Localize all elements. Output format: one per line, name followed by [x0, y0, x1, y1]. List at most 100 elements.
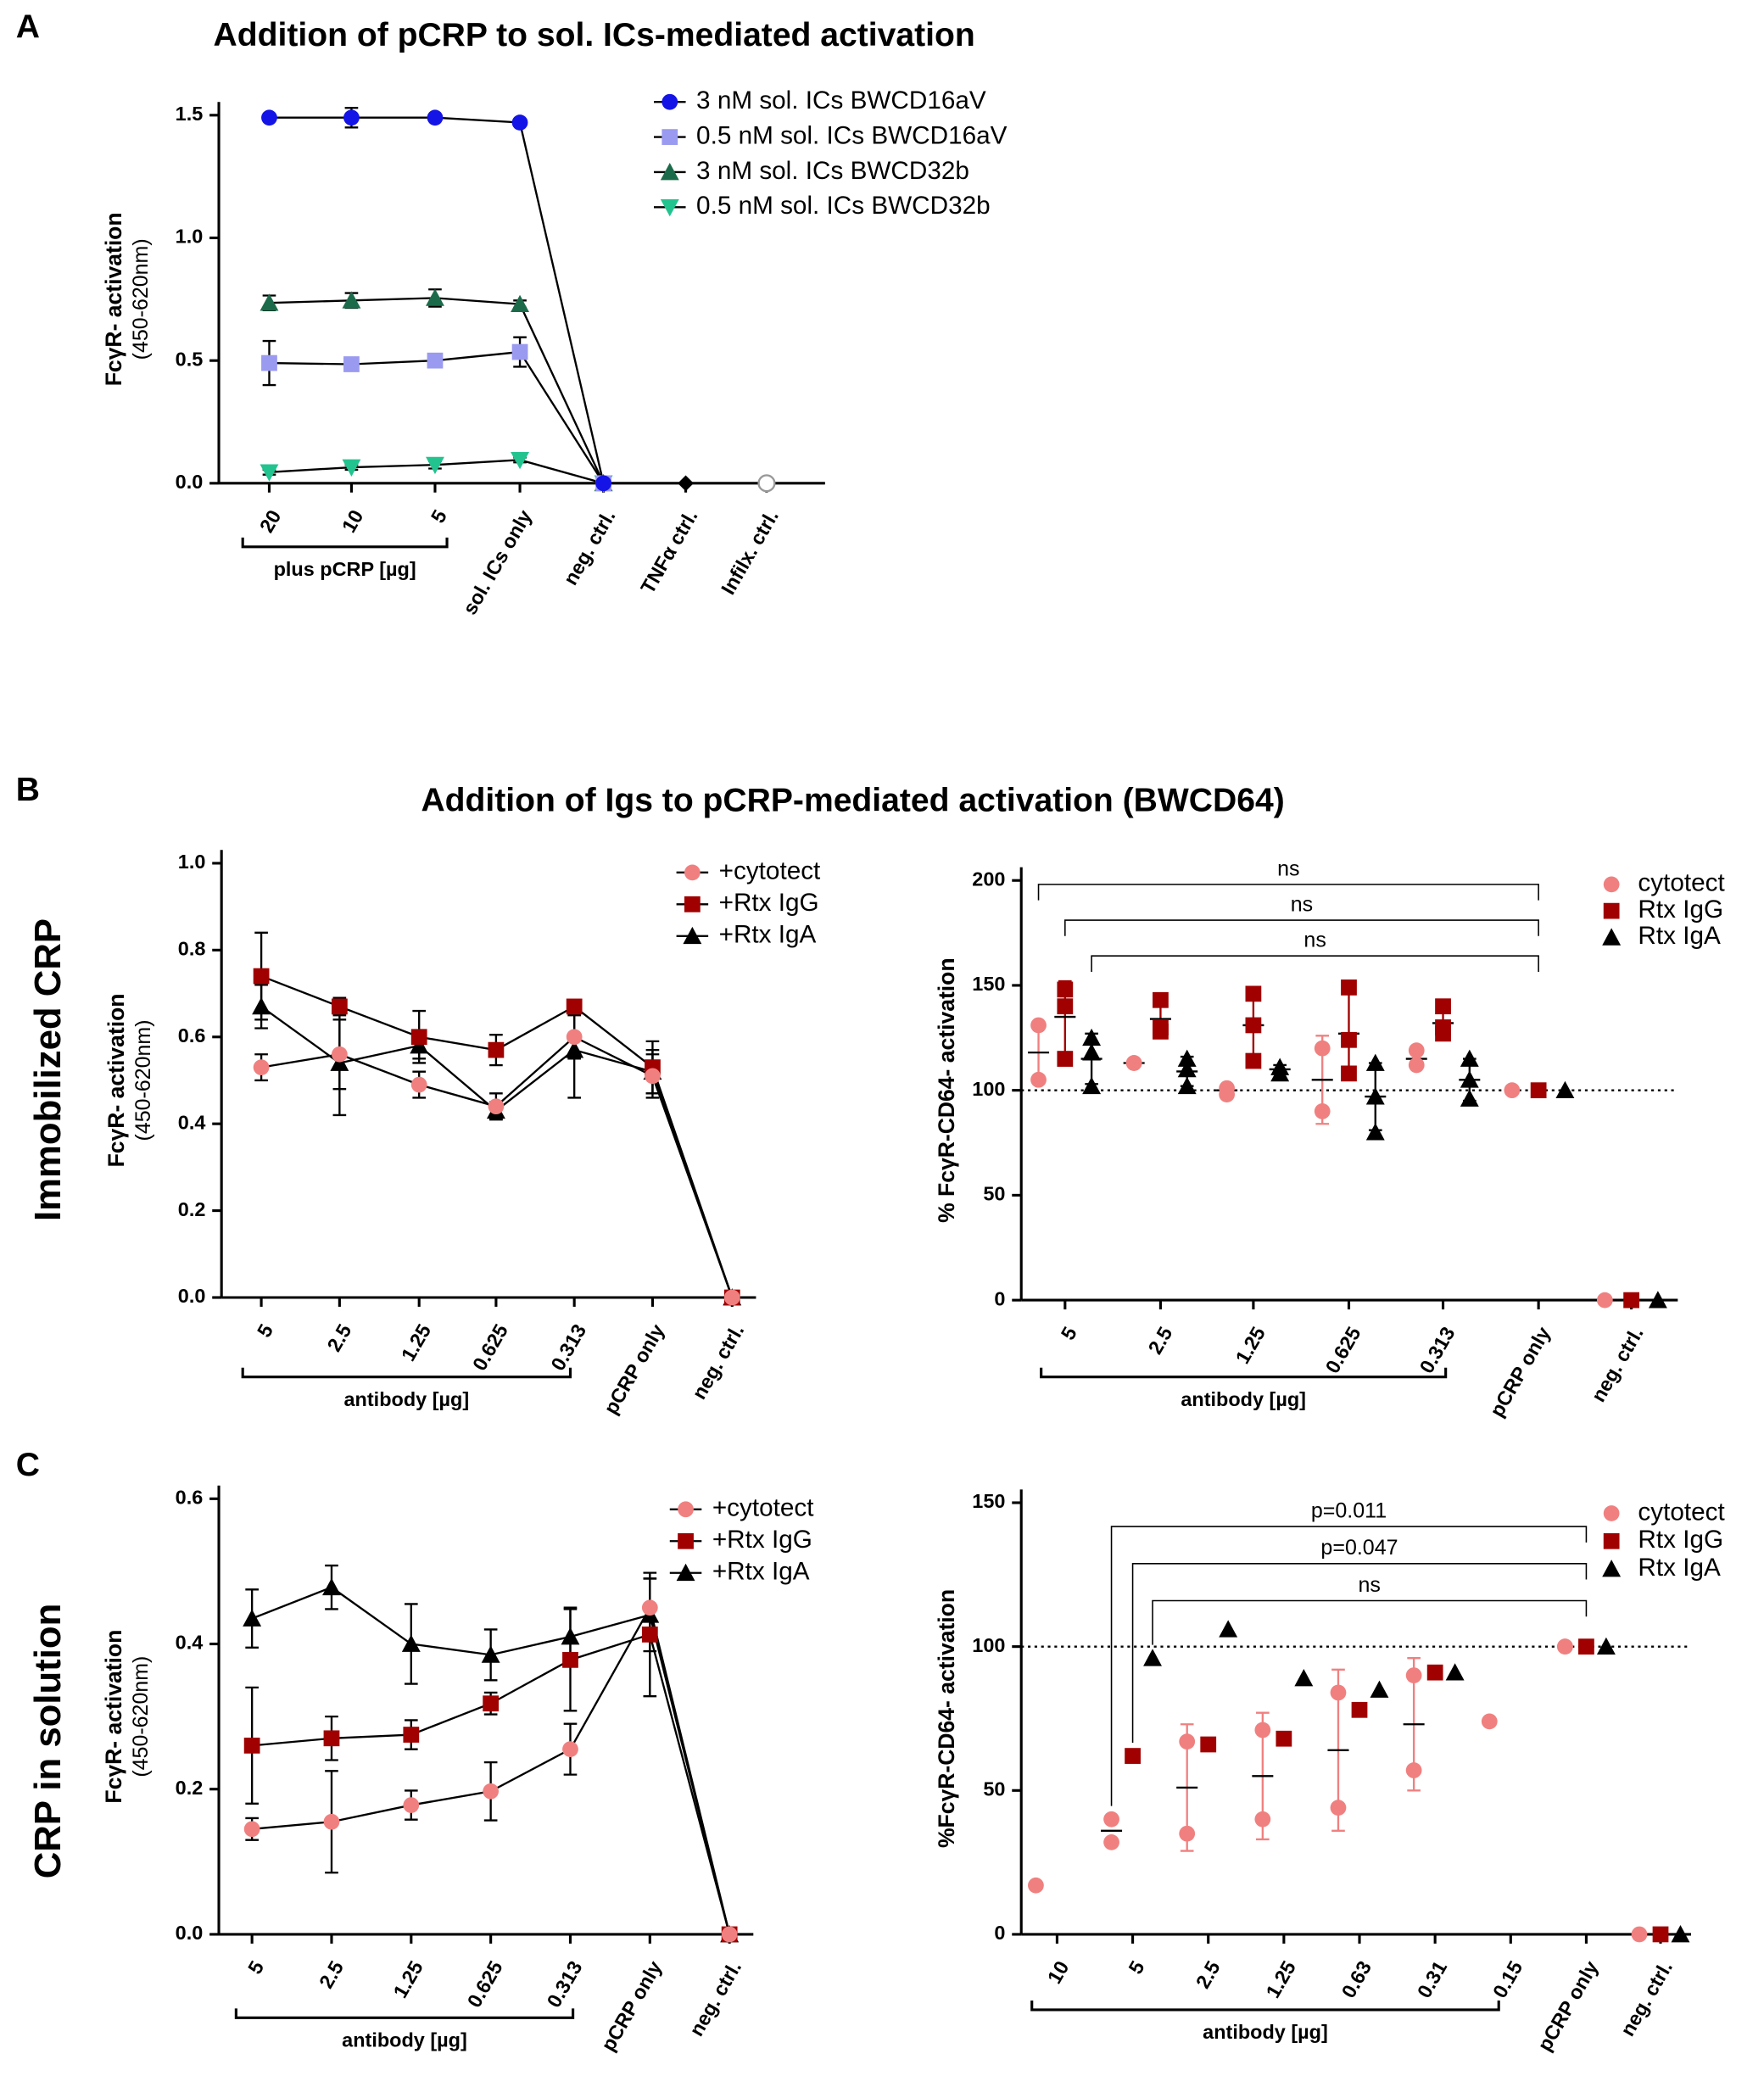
data-point — [511, 451, 529, 470]
x-tick-label: 10 — [1043, 1957, 1074, 1988]
x-tick-label: 1.25 — [1231, 1323, 1270, 1367]
y-tick-label: 1.0 — [176, 226, 204, 248]
x-tick-label: 0.313 — [1415, 1323, 1460, 1377]
data-point — [1671, 1925, 1690, 1943]
legend-marker — [1603, 1532, 1620, 1549]
group-bracket — [1040, 1367, 1448, 1379]
data-point — [1405, 1762, 1422, 1778]
data-point — [1219, 1086, 1235, 1102]
comparison-label: ns — [1359, 1573, 1381, 1597]
group-label: antibody [µg] — [342, 2029, 467, 2051]
data-point — [322, 1577, 341, 1596]
x-tick-label: 2.5 — [1192, 1957, 1225, 1992]
data-point — [1082, 1076, 1102, 1095]
data-point — [1330, 1800, 1347, 1816]
data-point — [1245, 1017, 1262, 1034]
y-tick-label: 0.0 — [176, 1922, 204, 1944]
x-tick-label: 0.625 — [463, 1957, 507, 2012]
group-label: antibody [µg] — [344, 1388, 470, 1410]
y-tick-label: 150 — [972, 1490, 1005, 1512]
x-tick-label: 20 — [255, 506, 286, 537]
data-point — [1623, 1292, 1639, 1309]
data-point — [1177, 1076, 1197, 1095]
x-tick-label: 0.625 — [468, 1320, 512, 1375]
x-tick-label: 0.31 — [1413, 1957, 1451, 2001]
legend-label: +cytotect — [712, 1494, 814, 1522]
data-point — [565, 1041, 584, 1058]
data-point — [483, 1783, 500, 1800]
data-point — [1057, 998, 1074, 1015]
y-tick-label: 200 — [972, 868, 1005, 890]
data-point — [1153, 1024, 1169, 1040]
group-bracket — [241, 1367, 572, 1379]
data-point — [1365, 1123, 1385, 1141]
data-point — [260, 293, 279, 311]
legend-marker — [684, 864, 701, 881]
legend-marker — [676, 1563, 695, 1582]
data-point — [1408, 1057, 1425, 1074]
data-point — [243, 1821, 260, 1838]
data-point — [243, 1609, 262, 1627]
data-point — [1351, 1701, 1368, 1718]
row-label: CRP in solution — [27, 1604, 69, 1879]
data-point — [1276, 1730, 1292, 1747]
data-point — [1125, 1748, 1141, 1764]
legend-label: +cytotect — [719, 857, 821, 885]
data-point — [1179, 1825, 1196, 1842]
legend-label: +Rtx IgG — [719, 889, 819, 917]
data-point — [562, 1741, 578, 1758]
data-point — [426, 288, 444, 306]
data-point — [566, 998, 583, 1015]
data-point — [403, 1727, 420, 1743]
x-tick-label: 2.5 — [323, 1320, 356, 1355]
data-point — [1405, 1667, 1422, 1683]
group-bracket — [241, 537, 449, 549]
data-point — [1341, 1065, 1357, 1082]
legend-label: cytotect — [1638, 1498, 1725, 1526]
x-tick-label: 0.313 — [546, 1320, 590, 1375]
x-tick-label: 5 — [427, 506, 451, 527]
data-point — [641, 1599, 658, 1616]
data-point — [1408, 1042, 1425, 1059]
x-tick-label: neg. ctrl. — [688, 1320, 748, 1403]
y-tick-label: 0 — [994, 1922, 1005, 1944]
legend-label: 0.5 nM sol. ICs BWCD32b — [696, 192, 991, 220]
legend-label: Rtx IgG — [1638, 1526, 1723, 1554]
legend-marker — [660, 198, 679, 217]
data-point — [253, 968, 270, 985]
data-point — [1314, 1040, 1331, 1057]
data-point — [1341, 1031, 1357, 1048]
data-point — [1254, 1811, 1271, 1828]
data-point — [1481, 1713, 1498, 1730]
data-point — [645, 1068, 661, 1085]
y-axis-label: FcγR- activation — [101, 212, 126, 386]
x-tick-label: pCRP only — [1486, 1323, 1555, 1420]
comparison-bracket — [1037, 884, 1539, 901]
data-point — [1460, 1089, 1479, 1107]
data-point — [1082, 1028, 1102, 1046]
legend-marker — [678, 1501, 694, 1518]
data-point — [252, 996, 271, 1015]
data-point — [1082, 1043, 1102, 1061]
data-point — [511, 294, 529, 312]
data-point — [1177, 1059, 1197, 1078]
data-point — [323, 1730, 340, 1747]
data-point — [1557, 1638, 1573, 1655]
y-tick-label: 50 — [983, 1183, 1005, 1205]
data-point — [1365, 1087, 1385, 1105]
legend-marker — [660, 163, 679, 181]
panel-letter: B — [16, 772, 40, 808]
y-tick-label: 0 — [994, 1287, 1005, 1309]
y-axis-sublabel: (450-620nm) — [129, 1656, 153, 1777]
row-label: Immobilized CRP — [27, 918, 69, 1221]
data-point — [343, 109, 360, 126]
group-label: antibody [µg] — [1181, 1388, 1306, 1410]
legend-label: 3 nM sol. ICs BWCD32b — [696, 157, 969, 185]
y-tick-label: 0.2 — [178, 1198, 206, 1220]
data-point — [481, 1645, 500, 1663]
x-tick-label: 2.5 — [315, 1957, 348, 1992]
data-point — [1365, 1053, 1385, 1071]
comparison-bracket — [1131, 1563, 1588, 1743]
data-point — [427, 352, 444, 369]
data-point — [243, 1738, 260, 1754]
